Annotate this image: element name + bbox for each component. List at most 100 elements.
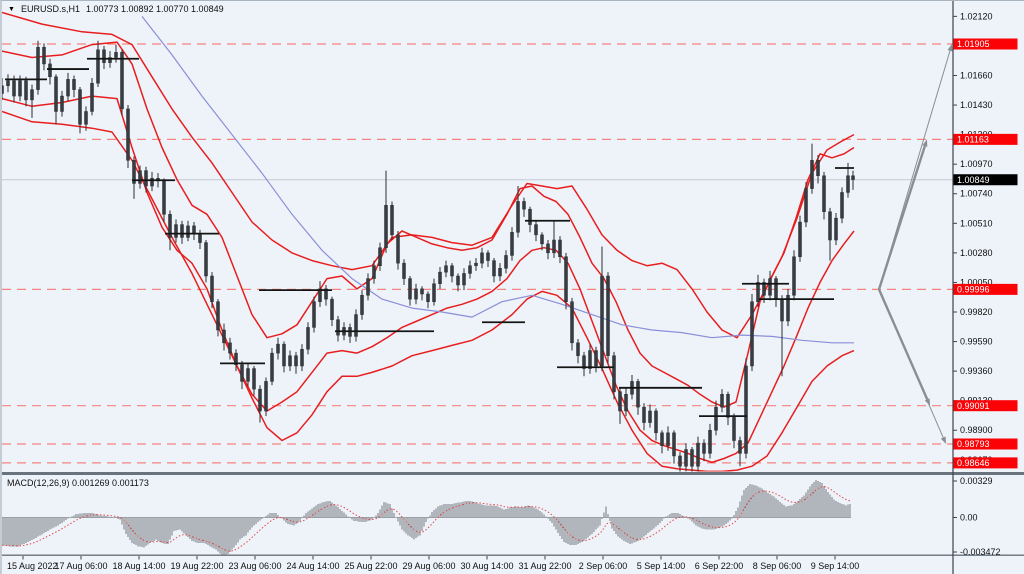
candle-body [648,410,652,423]
candle-body [510,232,514,256]
time-tick-label: 19 Aug 22:00 [170,561,223,571]
level-price-badge-label: 0.98646 [957,458,990,468]
candle-body [282,343,286,367]
candle-body [558,239,562,257]
candle-body [240,364,244,382]
candle-body [390,205,394,236]
price-tick-label: 0.99360 [960,366,993,376]
candle-body [486,252,490,261]
price-pane[interactable] [2,11,953,478]
candle-body [468,265,472,274]
candle-body [696,442,700,467]
candle-body [732,417,736,441]
price-axis[interactable]: 1.021201.016601.014301.012001.009701.007… [952,1,1018,574]
candle-body [540,234,544,245]
time-tick-label: 5 Sep 14:00 [637,561,686,571]
candle-body [144,170,148,187]
macd-tick-label: 0.00 [960,513,978,523]
trend-arrow-head [922,139,928,147]
trend-arrow-head [940,436,946,444]
candle-body [420,288,424,295]
candle-body [108,57,112,63]
time-tick-label: 23 Aug 06:00 [228,561,281,571]
candle-body [198,233,202,243]
macd-tick-label: -0.003472 [960,547,1001,557]
candle-body [804,188,808,223]
candle-body [480,252,484,264]
candle-body [2,85,4,94]
price-tick-label: 1.01660 [960,70,993,80]
candle-body [714,406,718,431]
candle-body [228,342,232,354]
candle-body [162,180,166,215]
candle-body [840,192,844,219]
candle-body [60,95,64,112]
level-price-badge-label: 0.99996 [957,285,990,295]
candle-body [150,178,154,187]
candle-body [684,449,688,467]
candle-body [204,242,208,277]
chart-collapse-icon[interactable]: ▼ [8,5,15,13]
candle-body [564,256,568,302]
candle-body [624,394,628,412]
candle-body [354,314,358,337]
pane-separator[interactable] [2,472,1024,475]
candle-body [408,278,412,300]
candle-body [234,352,238,365]
candle-body [378,247,382,266]
candle-body [372,265,376,279]
time-tick-label: 30 Aug 14:00 [460,561,513,571]
candle-body [750,301,754,367]
candle-body [312,301,316,328]
candle-body [606,275,610,356]
band-upper-outer-line [2,11,855,339]
band-upper-inner-line [2,41,855,408]
candle-body [744,365,748,454]
candle-body [78,89,82,125]
current-price-badge [953,174,1018,186]
candle-body [426,293,430,302]
chart-title-bar: ▼ EURUSD.s,H1 1.00773 1.00892 1.00770 1.… [8,4,224,14]
candle-body [798,221,802,257]
candle-body [90,82,94,112]
candle-body [546,243,550,254]
macd-bottom-separator [2,554,1024,556]
candle-body [636,381,640,408]
chart-ohlc-readout: 1.00773 1.00892 1.00770 1.00849 [85,4,224,14]
level-price-badge-label: 0.98793 [957,439,990,449]
candle-body [396,234,400,264]
candle-body [102,49,106,63]
trend-arrow [878,289,944,438]
candle-body [6,80,10,87]
macd-pane[interactable] [2,479,851,555]
candle-body [792,256,796,296]
candle-body [720,394,724,408]
candle-body [462,273,466,286]
candle-body [300,349,304,367]
candle-body [18,80,22,97]
candle-body [180,224,184,238]
time-tick-label: 17 Aug 06:00 [54,561,107,571]
candle-body [72,79,76,90]
price-tick-label: 1.01430 [960,100,993,110]
level-price-badge [953,400,1018,412]
candle-body [612,355,616,392]
candle-body [360,295,364,315]
candle-body [690,449,694,467]
trend-arrow-head [947,44,953,52]
candle-body [276,343,280,354]
candle-body [516,201,520,233]
candle-body [84,111,88,125]
macd-signal-line [2,486,851,552]
candle-body [222,329,226,344]
candle-body [834,217,838,241]
candle-body [294,355,298,367]
candle-body [42,46,46,65]
candle-body [258,388,262,412]
candle-body [414,288,418,300]
candle-body [438,271,442,284]
candle-body [780,298,784,322]
level-price-badge-label: 1.01163 [957,135,989,145]
